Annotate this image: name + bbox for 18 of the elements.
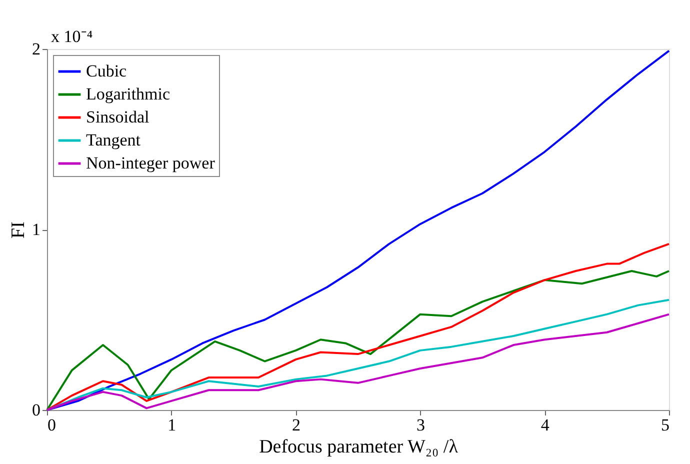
x-tick-label: 4 (540, 416, 550, 434)
legend-label: Cubic (86, 62, 128, 80)
legend-label: Logarithmic (86, 84, 170, 104)
x-tick-label: 2 (292, 416, 301, 434)
line-series (46, 50, 670, 411)
x-axis-title: Defocus parameter W₂₀ /λ (259, 436, 459, 458)
x-tick-label: 5 (661, 416, 670, 434)
x-tick-label: 1 (168, 416, 176, 434)
y-tick-label: 1 (32, 220, 40, 239)
x-tick-label: 0 (48, 416, 56, 434)
text: x 10⁻⁴ (51, 27, 93, 46)
legend-label: Non-integer power (86, 154, 216, 172)
legend-label: Tangent (86, 130, 141, 150)
x-tick-label: 3 (416, 416, 425, 434)
legend-label: Sinsoidal (86, 108, 150, 126)
y-axis-title: FI (8, 222, 29, 238)
y-tick-label: 2 (32, 40, 40, 58)
y-tick-label: 0 (32, 400, 40, 420)
